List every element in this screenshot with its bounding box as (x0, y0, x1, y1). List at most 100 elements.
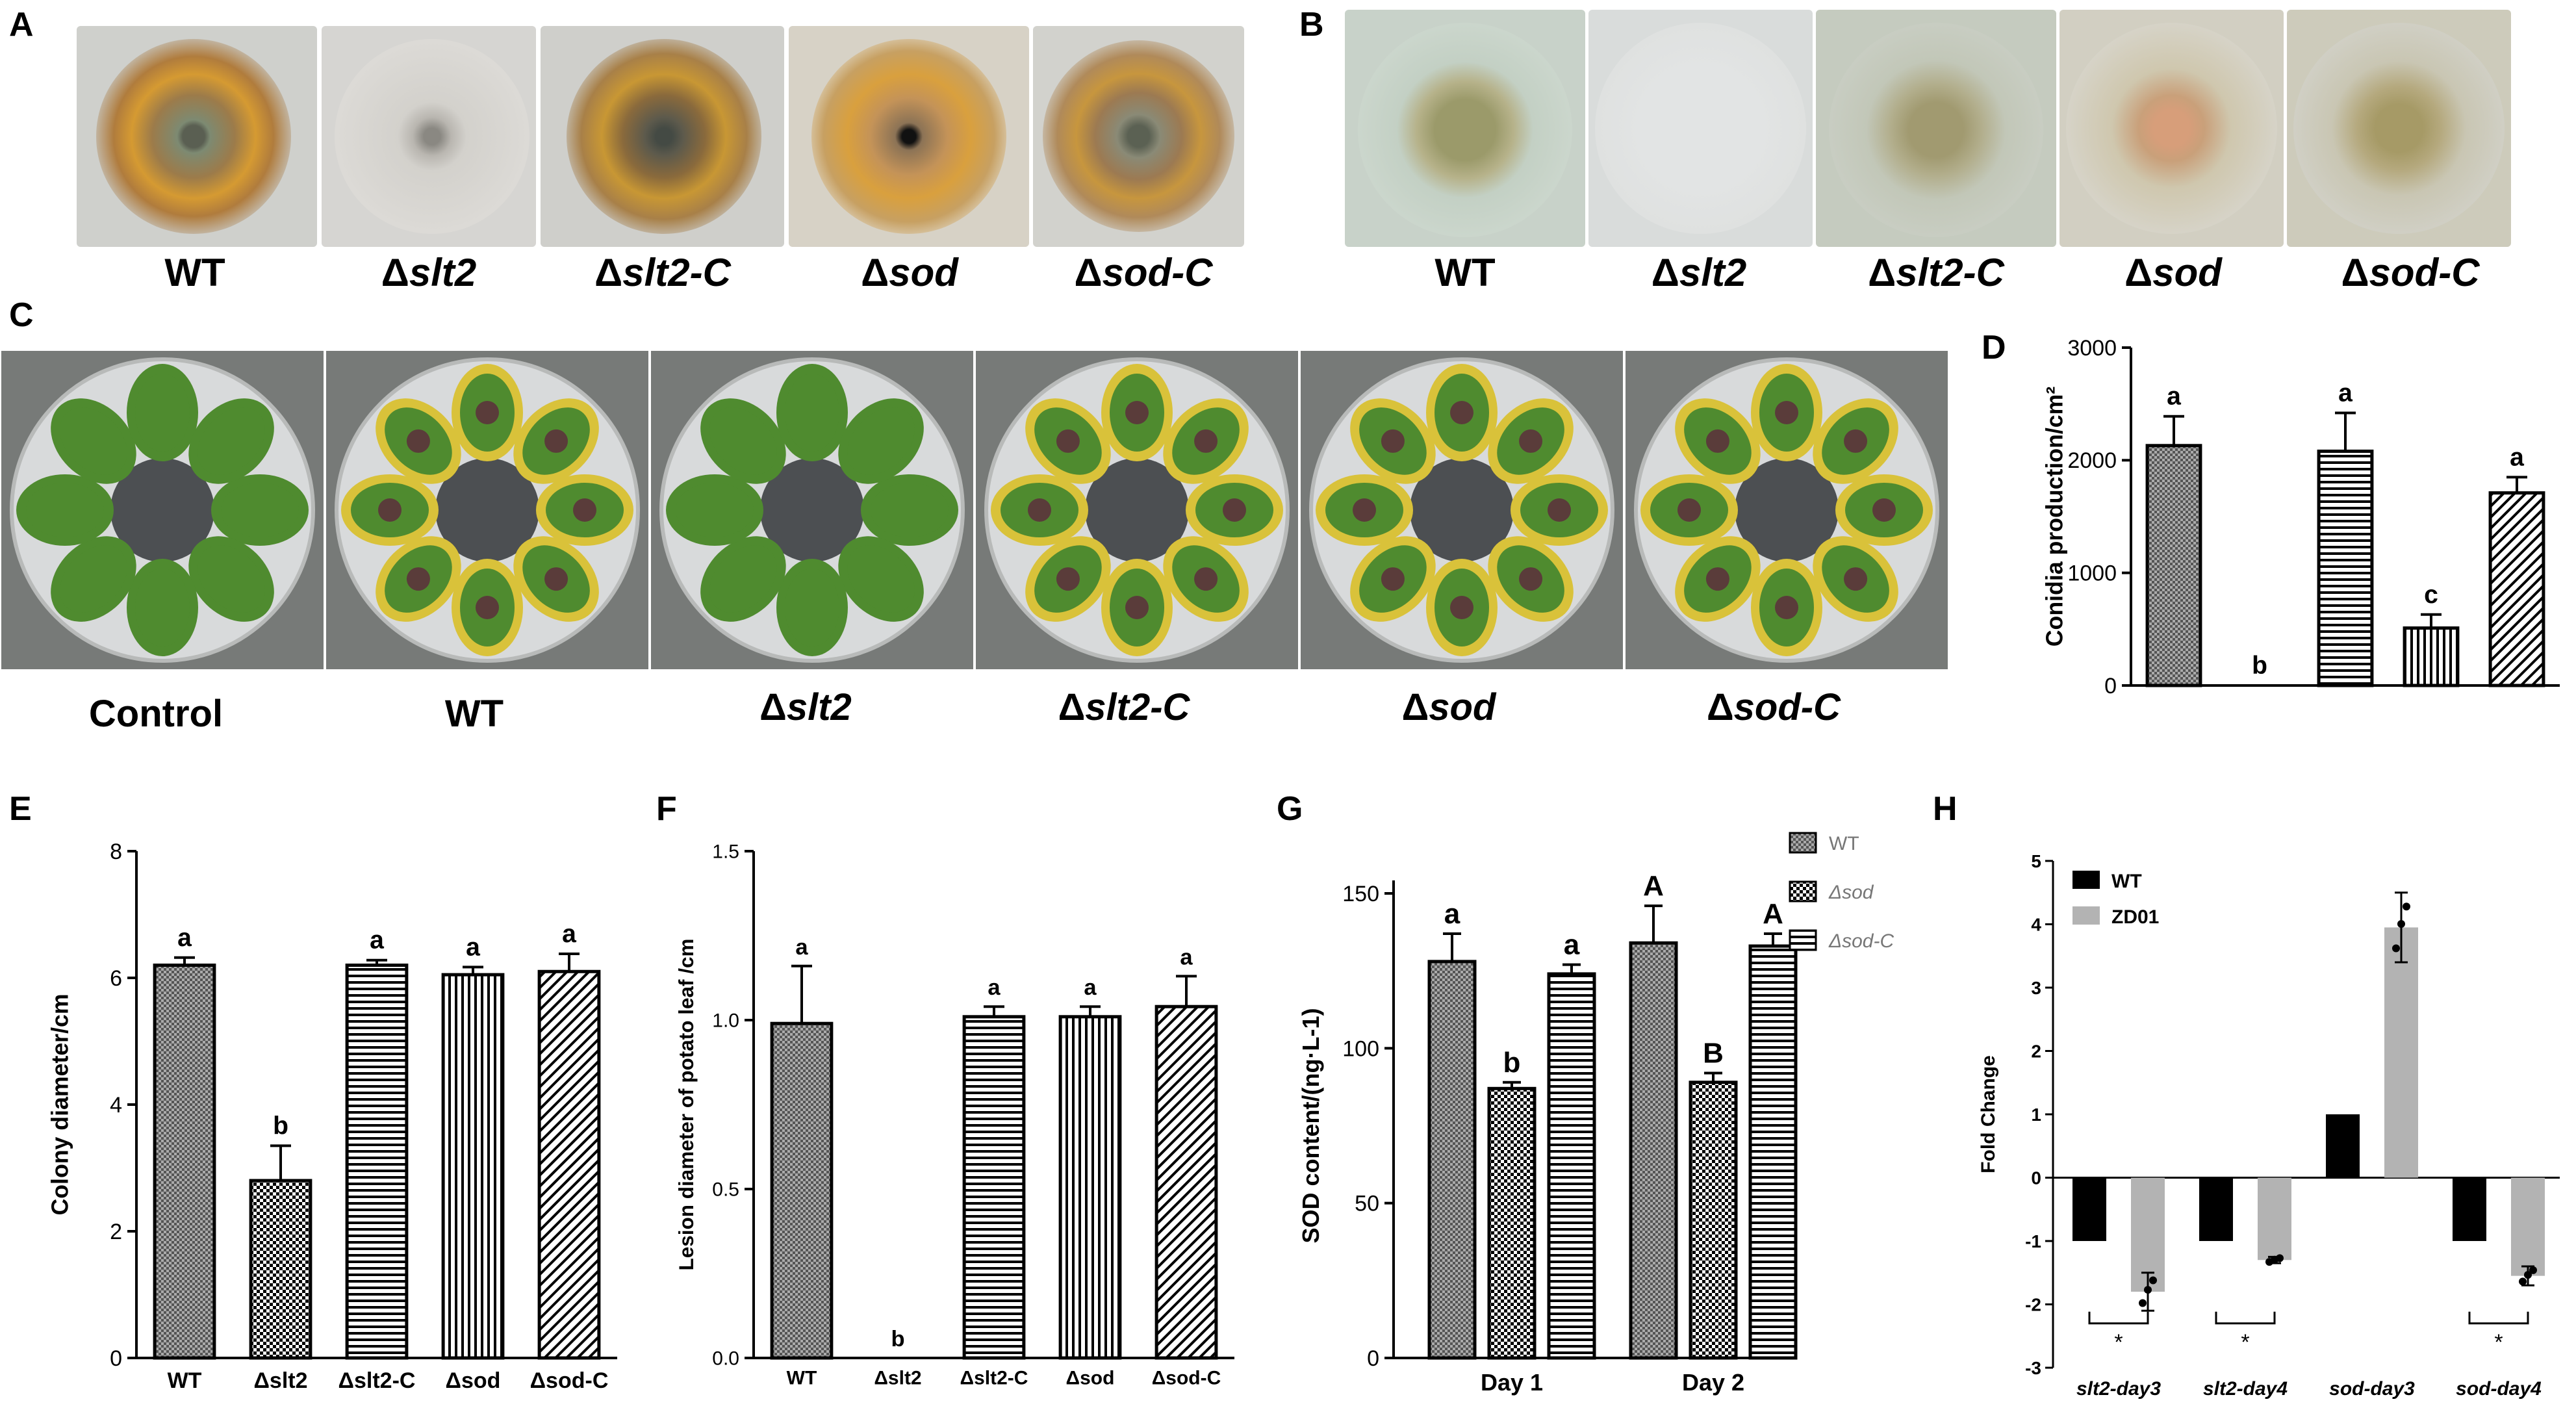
chart-d: 0100020003000aWTbΔslt2aΔslt2-CcΔsodaΔsod… (2042, 336, 2560, 695)
bar (1748, 944, 1798, 1360)
bar (2326, 1114, 2360, 1178)
lesion-spot (1381, 429, 1405, 453)
x-tick-label: Δslt2-C (960, 1368, 1028, 1389)
data-point (2276, 1254, 2284, 1262)
x-tick-label: Δsod (1066, 1368, 1115, 1389)
lesion-spot (1677, 498, 1701, 522)
legend-label: WT (1829, 833, 1859, 854)
data-point (2403, 903, 2410, 911)
lesion-spot (1056, 567, 1080, 591)
data-point (2529, 1266, 2537, 1274)
significance-letter: a (795, 935, 808, 960)
y-tick-label: 0 (1367, 1346, 1379, 1371)
lesion-spot (1194, 429, 1218, 453)
bar (2488, 491, 2545, 687)
lesion-spot (1548, 498, 1571, 522)
lesion-spot (544, 567, 568, 591)
significance-letter: a (466, 933, 480, 961)
bar (345, 964, 409, 1360)
legend-label: Δsod-C (1828, 930, 1894, 952)
y-tick-label: 2 (110, 1220, 122, 1244)
leaf-inner (135, 569, 190, 646)
significance-letter: a (370, 927, 384, 954)
bar (1058, 1015, 1122, 1360)
x-tick-label: Δslt2 (874, 1368, 921, 1389)
lesion-spot (1450, 596, 1473, 619)
significance-letter: a (988, 975, 1001, 1000)
leaf-inner (676, 483, 754, 537)
panel-letter-a: A (9, 6, 34, 44)
plate-b-sodc (2287, 10, 2511, 247)
x-tick-label: Δsod-C (1152, 1368, 1221, 1389)
significance-star: * (2241, 1330, 2249, 1355)
legend-swatch (1789, 832, 1817, 854)
y-axis-label: SOD content/(ng·L-1) (1297, 1008, 1324, 1244)
label-c-sodc: Δsod-C (1676, 685, 1871, 729)
significance-star: * (2114, 1330, 2123, 1355)
x-tick-label: sod-day4 (2456, 1378, 2542, 1400)
x-tick-label: Δsod-C (530, 1368, 609, 1393)
significance-letter: A (1763, 898, 1783, 930)
significance-letter: a (1564, 929, 1580, 961)
y-tick-label: 8 (110, 839, 122, 864)
plate-slt2c (541, 26, 784, 247)
panel-letter-d: D (1982, 329, 2006, 366)
x-tick-label: Δsod (446, 1368, 501, 1393)
leaf-inner (221, 483, 299, 537)
lesion-spot (1705, 567, 1729, 591)
label-b-slt2: Δslt2 (1601, 250, 1796, 295)
lesion-spot (1775, 596, 1798, 619)
significance-letter: B (1703, 1037, 1724, 1069)
data-point (2392, 944, 2400, 953)
y-tick-label: -2 (2025, 1295, 2041, 1315)
leaf-inner (198, 545, 265, 613)
lesion-spot (1223, 498, 1246, 522)
bar (2199, 1177, 2233, 1241)
lesion-spot (1844, 429, 1868, 453)
significance-letter: a (177, 924, 192, 952)
label-b-sod: Δsod (2076, 250, 2271, 295)
y-tick-label: 3 (2031, 978, 2041, 998)
data-point (2519, 1277, 2527, 1286)
lesion-spot (1872, 498, 1896, 522)
label-text: slt2 (786, 686, 852, 728)
leaf-inner (709, 407, 777, 475)
legend-label: ZD01 (2111, 906, 2159, 928)
label-text: slt2 (1679, 251, 1747, 294)
significance-letter: b (273, 1112, 288, 1140)
label-text: slt2-C (1085, 686, 1190, 728)
legend-label: Δsod (1828, 882, 1874, 903)
leaf-inner (709, 545, 777, 613)
lesion-spot (1775, 401, 1798, 424)
y-tick-label: 0.0 (712, 1348, 739, 1370)
delta-symbol: Δ (1401, 686, 1429, 728)
label-a-slt2: Δslt2 (331, 250, 526, 295)
leaf-inner (60, 407, 127, 475)
delta-symbol: Δ (381, 251, 409, 294)
label-text: slt2 (409, 251, 477, 294)
bar (1689, 1081, 1738, 1360)
leaf-inner (60, 545, 127, 613)
significance-letter: a (1180, 945, 1193, 969)
plate-b-wt (1345, 10, 1585, 247)
x-tick-label: WT (787, 1368, 817, 1389)
lesion-spot (1056, 429, 1080, 453)
chart-f: 0.0 0.5 1.0 1.5 a WT b Δslt2 a Δslt2-C a Δsod a Δsod-… (674, 841, 1234, 1389)
significance-letter: b (891, 1327, 904, 1351)
lesion-spot (476, 596, 499, 619)
delta-symbol: Δ (2341, 251, 2369, 294)
y-tick-label: 0.5 (712, 1179, 739, 1201)
plate-b-slt2c (1816, 10, 2056, 247)
leaf-inner (785, 569, 839, 646)
delta-symbol: Δ (1058, 686, 1086, 728)
y-tick-label: 100 (1342, 1036, 1379, 1061)
leaf-inner (135, 374, 190, 452)
label-c-sod: Δsod (1351, 685, 1546, 729)
lesion-spot (1450, 401, 1473, 424)
x-tick-label: Δslt2-C (338, 1368, 416, 1393)
lesion-spot (1353, 498, 1376, 522)
bar (2145, 444, 2202, 687)
data-point (2144, 1286, 2152, 1294)
delta-symbol: Δ (861, 251, 889, 294)
bar (1427, 960, 1477, 1360)
